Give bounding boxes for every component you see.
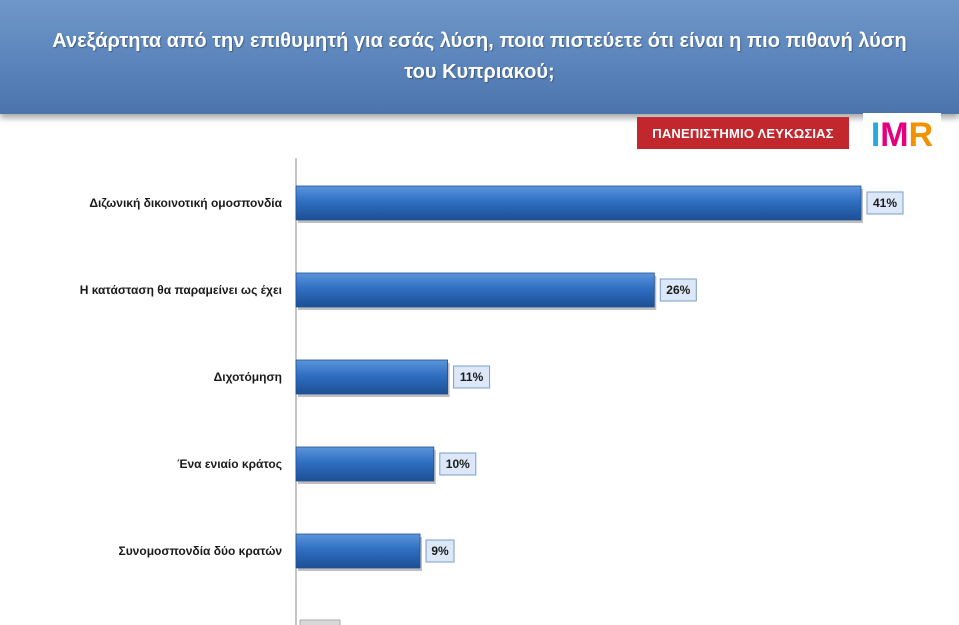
data-label-box: [439, 452, 477, 476]
data-label: 41%: [873, 196, 897, 210]
title-banner: Ανεξάρτητα από την επιθυμητή για εσάς λύ…: [0, 0, 959, 114]
truncated-bar-stub: [299, 619, 341, 625]
svg-text:IMR: IMR: [871, 116, 933, 153]
bar: [295, 272, 655, 308]
bar: [295, 359, 448, 395]
bar: [295, 533, 421, 569]
data-label-box: [453, 365, 491, 389]
category-label: Ένα ενιαίο κράτος: [177, 457, 282, 471]
category-label: Συνομοσπονδία δύο κρατών: [119, 544, 283, 558]
imr-logo: IMR: [863, 113, 941, 153]
university-logo: ΠΑΝΕΠΙΣΤΗΜΙΟ ΛΕΥΚΩΣΙΑΣ: [637, 117, 849, 149]
category-label: Διχοτόμηση: [214, 370, 282, 384]
chart-svg: Διζωνική δικοινοτική ομοσπονδία 41% Η κατά…: [80, 158, 904, 625]
data-label: 9%: [431, 544, 449, 558]
data-label: 11%: [460, 370, 484, 384]
chart-title: Ανεξάρτητα από την επιθυμητή για εσάς λύ…: [52, 30, 907, 83]
bar-chart: Διζωνική δικοινοτική ομοσπονδία 41% Η κατά…: [0, 150, 959, 625]
data-label-box: [425, 539, 455, 563]
bar: [295, 446, 435, 482]
category-label: Η κατάσταση θα παραμείνει ως έχει: [80, 283, 282, 297]
data-label-box: [866, 191, 904, 215]
data-label: 10%: [446, 457, 470, 471]
data-label-box: [659, 278, 697, 302]
category-label: Διζωνική δικοινοτική ομοσπονδία: [89, 196, 282, 210]
bar: [295, 185, 862, 221]
data-label: 26%: [666, 283, 690, 297]
